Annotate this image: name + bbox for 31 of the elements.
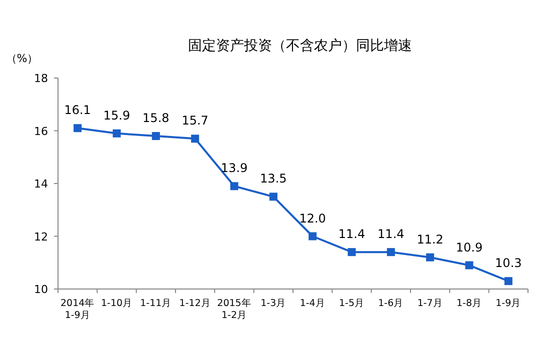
xtick: 1-6月 (378, 298, 404, 309)
ylabel: （%） (6, 52, 38, 65)
ytick: 18 (34, 72, 48, 85)
data-label: 12.0 (299, 211, 326, 226)
data-label: 13.9 (220, 161, 248, 176)
data-label: 11.4 (378, 227, 404, 242)
ytick: 10 (34, 283, 48, 296)
xtick: 1-10月 (100, 298, 133, 309)
data-label: 15.8 (142, 111, 170, 126)
xtick: 1-11月 (140, 298, 172, 309)
xtick: 1-4月 (300, 298, 326, 309)
data-label: 13.5 (260, 172, 287, 186)
xtick: 1-5月 (338, 298, 365, 309)
data-label: 11.4 (338, 227, 366, 242)
data-label: 10.9 (456, 240, 483, 254)
ytick: 12 (34, 230, 48, 244)
data-label: 15.7 (182, 114, 208, 128)
xtick: 2014年 1-9月 (60, 298, 95, 321)
xtick: 2015年 1-2月 (217, 298, 252, 321)
xtick: 1-7月 (417, 298, 443, 309)
xtick: 1-3月 (260, 298, 286, 309)
data-label: 16.1 (64, 103, 91, 118)
data-label: 15.9 (103, 108, 130, 122)
xtick: 1-8月 (456, 298, 482, 309)
xtick: 1-12月 (179, 298, 211, 309)
ytick: 14 (34, 178, 48, 190)
xtick: 1-9月 (496, 298, 522, 309)
title: 固定资产投资（不含农户）同比增速 (188, 38, 412, 54)
ytick: 16 (34, 124, 48, 138)
data-label: 10.3 (495, 256, 522, 270)
data-label: 11.2 (416, 232, 444, 246)
